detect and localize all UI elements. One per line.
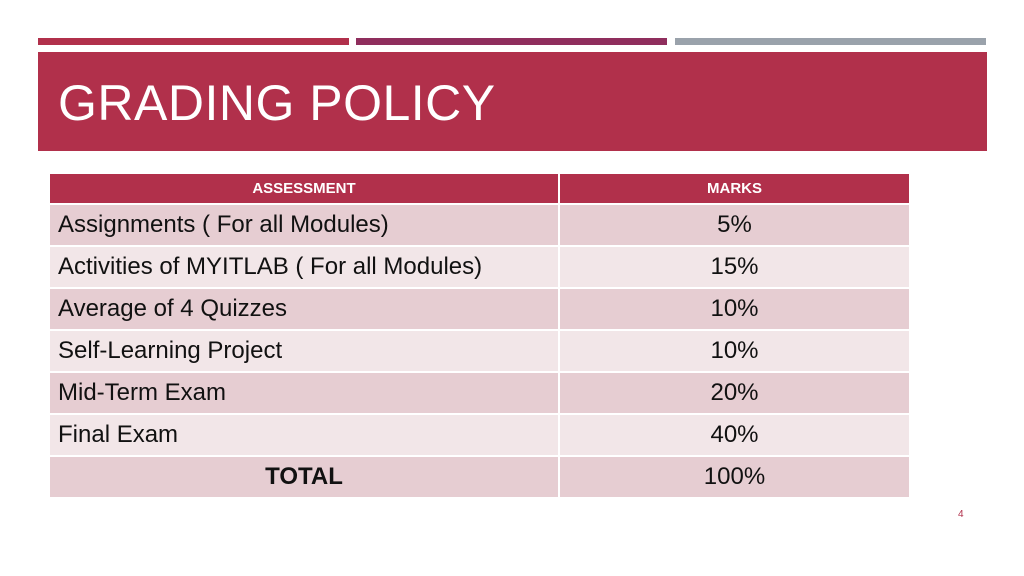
assessment-cell: Assignments ( For all Modules) <box>48 203 560 247</box>
marks-cell: 10% <box>558 287 911 331</box>
assessment-cell: Average of 4 Quizzes <box>48 287 560 331</box>
marks-cell: 20% <box>558 371 911 415</box>
table-row: Average of 4 Quizzes 10% <box>48 287 911 331</box>
marks-cell: 40% <box>558 413 911 457</box>
slide-number: 4 <box>958 509 964 520</box>
assessment-cell: Final Exam <box>48 413 560 457</box>
total-row: TOTAL 100% <box>48 455 911 499</box>
title-banner: GRADING POLICY <box>38 52 987 151</box>
slide-title: GRADING POLICY <box>58 75 496 131</box>
marks-cell: 5% <box>558 203 911 247</box>
grading-table: ASSESSMENT MARKS Assignments ( For all M… <box>48 172 911 499</box>
table-row: Self-Learning Project 10% <box>48 329 911 373</box>
total-label: TOTAL <box>48 455 560 499</box>
accent-bar-plum <box>356 38 667 45</box>
table-row: Mid-Term Exam 20% <box>48 371 911 415</box>
table-row: Assignments ( For all Modules) 5% <box>48 203 911 247</box>
accent-bar-red <box>38 38 349 45</box>
table-header-row: ASSESSMENT MARKS <box>48 172 911 205</box>
total-marks: 100% <box>558 455 911 499</box>
column-header-marks: MARKS <box>558 172 911 205</box>
table-row: Final Exam 40% <box>48 413 911 457</box>
column-header-assessment: ASSESSMENT <box>48 172 560 205</box>
assessment-cell: Self-Learning Project <box>48 329 560 373</box>
marks-cell: 10% <box>558 329 911 373</box>
assessment-cell: Mid-Term Exam <box>48 371 560 415</box>
table-row: Activities of MYITLAB ( For all Modules)… <box>48 245 911 289</box>
accent-bar-gray <box>675 38 986 45</box>
marks-cell: 15% <box>558 245 911 289</box>
assessment-cell: Activities of MYITLAB ( For all Modules) <box>48 245 560 289</box>
